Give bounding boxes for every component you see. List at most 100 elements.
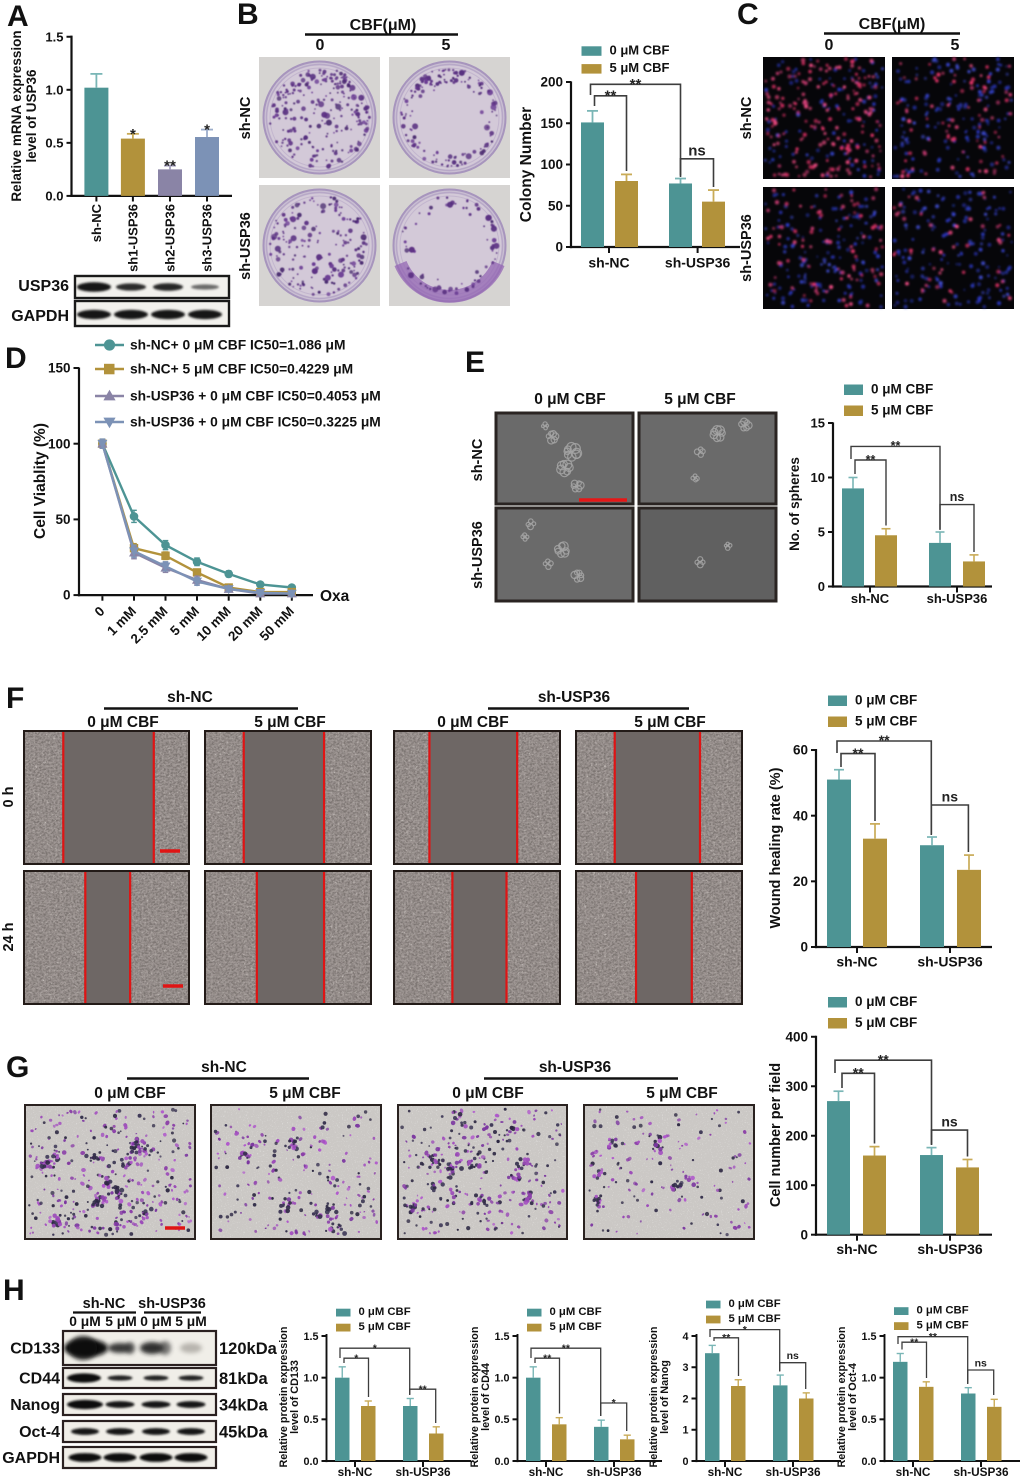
svg-text:CBF(μM): CBF(μM) — [859, 16, 926, 33]
svg-text:15: 15 — [811, 416, 825, 431]
svg-text:H: H — [3, 1274, 25, 1307]
svg-text:sh-NC+ 5 μM CBF IC50=0.4229 μM: sh-NC+ 5 μM CBF IC50=0.4229 μM — [130, 362, 353, 377]
svg-text:5 μM CBF: 5 μM CBF — [634, 714, 705, 731]
svg-text:5 μM CBF: 5 μM CBF — [359, 1321, 411, 1333]
svg-text:sh-NC: sh-NC — [836, 1241, 877, 1257]
svg-text:5 μM CBF: 5 μM CBF — [729, 1313, 781, 1325]
svg-text:sh-NC: sh-NC — [83, 1296, 126, 1312]
svg-text:sh-USP36: sh-USP36 — [470, 521, 486, 589]
svg-text:GAPDH: GAPDH — [11, 308, 69, 325]
svg-text:**: ** — [910, 1336, 919, 1348]
svg-text:Nanog: Nanog — [10, 1397, 60, 1414]
svg-text:**: ** — [853, 1065, 864, 1081]
svg-text:sh-USP36 + 0 μM CBF IC50=0.405: sh-USP36 + 0 μM CBF IC50=0.4053 μM — [130, 389, 381, 404]
svg-text:**: ** — [543, 1352, 552, 1364]
svg-text:0.0: 0.0 — [45, 189, 63, 204]
svg-text:0: 0 — [800, 940, 808, 955]
svg-text:150: 150 — [540, 116, 563, 131]
svg-text:0.5: 0.5 — [861, 1414, 876, 1426]
svg-text:**: ** — [853, 745, 864, 761]
svg-text:level of Oct-4: level of Oct-4 — [847, 1363, 859, 1431]
svg-text:sh-NC: sh-NC — [708, 1465, 743, 1479]
svg-text:Relative protein expression: Relative protein expression — [278, 1326, 290, 1467]
svg-text:0: 0 — [818, 579, 825, 594]
svg-text:40: 40 — [793, 808, 808, 823]
svg-text:0: 0 — [800, 1227, 808, 1242]
svg-text:ns: ns — [787, 1350, 799, 1362]
svg-text:Cell Viablity (%): Cell Viablity (%) — [32, 423, 49, 539]
svg-text:20: 20 — [793, 874, 808, 889]
svg-text:GAPDH: GAPDH — [2, 1450, 60, 1467]
svg-text:sh-USP36: sh-USP36 — [538, 689, 611, 706]
svg-text:sh-USP36: sh-USP36 — [739, 214, 755, 282]
svg-text:sh-NC+ 0 μM CBF IC50=1.086 μM: sh-NC+ 0 μM CBF IC50=1.086 μM — [130, 338, 345, 353]
svg-text:200: 200 — [785, 1128, 808, 1143]
svg-text:C: C — [737, 0, 759, 31]
svg-text:Colony Number: Colony Number — [518, 107, 535, 222]
svg-text:1.0: 1.0 — [303, 1372, 318, 1384]
svg-text:100: 100 — [48, 436, 71, 451]
svg-text:sh-NC: sh-NC — [529, 1465, 564, 1479]
svg-text:**: ** — [866, 453, 876, 467]
svg-text:0 μM CBF: 0 μM CBF — [534, 391, 605, 408]
svg-text:0 μM CBF: 0 μM CBF — [729, 1298, 781, 1310]
svg-text:0 μM: 0 μM — [140, 1314, 171, 1329]
svg-text:Cell number per field: Cell number per field — [768, 1063, 784, 1207]
svg-text:**: ** — [164, 158, 176, 175]
svg-text:CD44: CD44 — [19, 1371, 60, 1388]
svg-text:5: 5 — [442, 37, 451, 54]
svg-text:sh-NC: sh-NC — [836, 954, 877, 970]
svg-text:Relative protein expression: Relative protein expression — [469, 1326, 481, 1467]
svg-text:0 μM CBF: 0 μM CBF — [855, 994, 917, 1009]
svg-text:G: G — [6, 1051, 29, 1084]
svg-text:Relative protein expression: Relative protein expression — [836, 1326, 848, 1467]
svg-text:1.5: 1.5 — [45, 29, 63, 44]
svg-text:**: ** — [562, 1342, 571, 1354]
svg-text:ns: ns — [950, 490, 965, 504]
svg-text:sh-NC: sh-NC — [338, 1465, 373, 1479]
svg-text:5 μM CBF: 5 μM CBF — [855, 1015, 917, 1030]
svg-text:0 μM CBF: 0 μM CBF — [917, 1305, 969, 1317]
svg-text:sh3-USP36: sh3-USP36 — [200, 204, 215, 272]
svg-text:D: D — [5, 342, 27, 375]
svg-text:sh-NC: sh-NC — [89, 203, 104, 242]
svg-text:sh-USP36: sh-USP36 — [927, 591, 988, 606]
svg-text:*: * — [743, 1324, 748, 1336]
svg-text:sh-NC: sh-NC — [201, 1059, 247, 1076]
svg-text:0 μM CBF: 0 μM CBF — [871, 382, 933, 397]
svg-text:CBF(μM): CBF(μM) — [350, 17, 417, 34]
svg-text:No. of spheres: No. of spheres — [787, 457, 802, 551]
svg-text:F: F — [6, 682, 24, 715]
svg-text:sh1-USP36: sh1-USP36 — [125, 204, 140, 272]
svg-text:0 μM CBF: 0 μM CBF — [610, 42, 670, 57]
svg-text:400: 400 — [785, 1030, 808, 1045]
svg-text:sh-USP36: sh-USP36 — [395, 1465, 451, 1479]
svg-text:ns: ns — [941, 1114, 958, 1130]
svg-text:CD133: CD133 — [10, 1341, 60, 1358]
svg-text:Relative mRNA expression: Relative mRNA expression — [9, 30, 24, 201]
svg-text:*: * — [130, 126, 136, 143]
svg-text:**: ** — [879, 732, 890, 748]
svg-text:0.0: 0.0 — [303, 1456, 318, 1468]
svg-text:Oct-4: Oct-4 — [19, 1424, 60, 1441]
svg-text:1.5: 1.5 — [861, 1331, 876, 1343]
svg-text:sh-USP36: sh-USP36 — [665, 255, 731, 271]
svg-text:sh-NC: sh-NC — [167, 689, 213, 706]
svg-text:5 μM: 5 μM — [105, 1314, 136, 1329]
svg-text:**: ** — [605, 87, 617, 104]
svg-text:1.0: 1.0 — [45, 82, 63, 97]
svg-text:5 μM CBF: 5 μM CBF — [254, 714, 325, 731]
svg-text:sh-USP36: sh-USP36 — [765, 1465, 821, 1479]
svg-text:sh-NC: sh-NC — [470, 438, 486, 481]
svg-text:0.5: 0.5 — [494, 1414, 509, 1426]
svg-text:100: 100 — [785, 1178, 808, 1193]
svg-text:5 μM CBF: 5 μM CBF — [550, 1321, 602, 1333]
svg-text:300: 300 — [785, 1079, 808, 1094]
svg-text:1.0: 1.0 — [494, 1372, 509, 1384]
svg-text:0: 0 — [63, 588, 71, 603]
svg-text:24 h: 24 h — [1, 922, 17, 951]
svg-text:sh-USP36 + 0 μM CBF IC50=0.322: sh-USP36 + 0 μM CBF IC50=0.3225 μM — [130, 415, 381, 430]
svg-text:**: ** — [878, 1051, 889, 1067]
svg-text:5: 5 — [818, 525, 825, 540]
svg-text:100: 100 — [540, 157, 563, 172]
